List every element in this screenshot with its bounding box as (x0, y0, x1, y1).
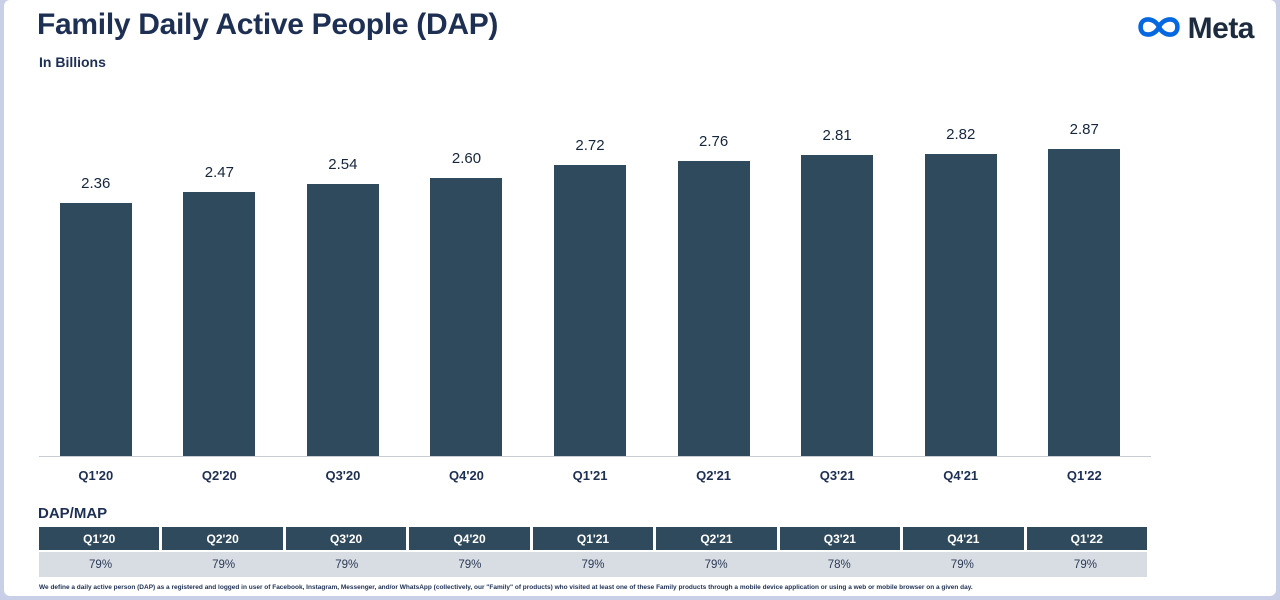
chart-baseline (39, 456, 1151, 457)
table-header-cell: Q4'20 (409, 527, 530, 550)
bar (924, 154, 997, 456)
bar-column: 2.76 (652, 106, 776, 456)
category-label: Q1'20 (78, 468, 114, 483)
page-title: Family Daily Active People (DAP) (37, 8, 499, 41)
bar-column: 2.87 (1023, 106, 1147, 456)
bar-column: 2.54 (281, 106, 405, 456)
bar-value-label: 2.87 (1069, 121, 1099, 138)
table-value-cell: 79% (704, 558, 728, 571)
table-value-cell: 79% (581, 558, 605, 571)
bar-column: 2.81 (775, 106, 899, 456)
slide: Family Daily Active People (DAP) In Bill… (4, 0, 1276, 596)
category-label: Q4'21 (943, 468, 979, 483)
meta-infinity-icon (1136, 13, 1182, 46)
bar-value-label: 2.76 (698, 133, 729, 150)
table-header-cell: Q1'20 (39, 527, 160, 550)
bar-column: 2.36 (34, 106, 158, 456)
category-label: Q4'20 (449, 468, 484, 483)
table-value-cell: 79% (335, 558, 359, 571)
table-value-cell: 79% (212, 558, 236, 571)
bar-value-label: 2.47 (204, 164, 234, 181)
category-label: Q1'22 (1066, 468, 1102, 483)
bar-value-label: 2.82 (946, 126, 976, 143)
bar-column: 2.72 (528, 106, 652, 456)
bar (677, 161, 750, 456)
table-value-cell: 79% (950, 558, 974, 571)
table-value-cell: 79% (89, 558, 113, 571)
bar (1048, 149, 1121, 456)
dap-map-label: DAP/MAP (38, 505, 108, 522)
table-value-cell: 79% (458, 558, 482, 571)
table-header-cell: Q3'21 (779, 527, 901, 550)
bar (183, 192, 256, 456)
category-label: Q1'21 (572, 468, 608, 483)
bar-value-label: 2.36 (81, 175, 111, 192)
category-label: Q2'21 (696, 468, 732, 483)
bar-value-label: 2.72 (575, 137, 605, 154)
bar-value-label: 2.54 (328, 156, 358, 173)
bar-column: 2.60 (405, 106, 529, 456)
table-header-cell: Q1'21 (532, 527, 654, 550)
footnote: We define a daily active person (DAP) as… (39, 584, 973, 591)
category-label: Q3'21 (819, 468, 855, 483)
table-header-cell: Q1'22 (1026, 527, 1147, 550)
table-value-cell: 78% (827, 558, 851, 571)
table-header-cell: Q4'21 (903, 527, 1024, 550)
chart-columns: 2.36 2.47 2.54 2.60 2.72 2.76 2.81 2.82 2.87 (34, 106, 1146, 456)
meta-logo: Meta (1136, 12, 1255, 46)
bar-value-label: 2.81 (822, 127, 852, 144)
bar-column: 2.82 (899, 106, 1023, 456)
category-axis: Q1'20 Q2'20 Q3'20 Q4'20 Q1'21 Q2'21 Q3'21 Q4'21… (34, 468, 1146, 483)
category-label: Q2'20 (201, 468, 237, 483)
meta-logo-text: Meta (1187, 12, 1255, 45)
table-header-cell: Q2'21 (656, 527, 777, 550)
category-label: Q3'20 (325, 468, 361, 483)
bar (306, 184, 379, 456)
bar (430, 178, 503, 456)
table-value-cell: 79% (1073, 558, 1097, 571)
table-header-cell: Q3'20 (285, 527, 407, 550)
bar (59, 203, 132, 456)
chart-subtitle: In Billions (39, 54, 106, 70)
dap-map-table-row: 79% 79% 79% 79% 79% 79% 78% 79% 79% (39, 552, 1147, 577)
dap-map-table-header: Q1'20 Q2'20 Q3'20 Q4'20 Q1'21 Q2'21 Q3'21 Q4'21… (39, 527, 1147, 550)
bar-column: 2.47 (158, 106, 282, 456)
bar-value-label: 2.60 (451, 150, 482, 167)
table-header-cell: Q2'20 (162, 527, 283, 550)
bar (554, 165, 627, 456)
bar (801, 155, 874, 456)
